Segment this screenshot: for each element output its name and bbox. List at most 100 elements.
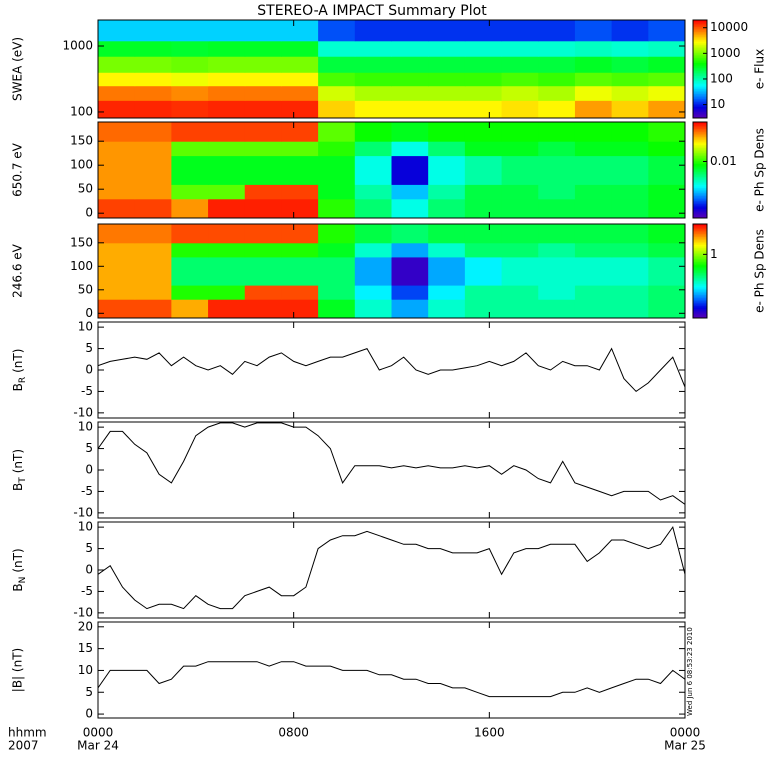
colorbar-step — [693, 182, 707, 185]
heat-cell — [611, 285, 649, 300]
colorbar-tick-label: 10000 — [710, 20, 748, 34]
colorbar-step — [693, 236, 707, 239]
y-tick-label: 0 — [85, 206, 93, 220]
heat-cell — [281, 155, 319, 185]
heat-cell — [501, 40, 539, 57]
heat-cell — [501, 122, 539, 142]
y-tick-label: 50 — [78, 182, 93, 196]
y-label-sub: N — [18, 577, 28, 584]
y-tick-label: 10 — [78, 663, 93, 677]
heat-cell — [611, 20, 649, 42]
heat-cell — [501, 198, 539, 218]
colorbar-step — [693, 242, 707, 245]
heat-cell — [208, 299, 246, 318]
heat-cell — [318, 256, 356, 286]
colorbar-step — [693, 252, 707, 255]
heat-cell — [464, 85, 503, 101]
colorbar-step — [693, 253, 707, 256]
heat-cell — [354, 56, 392, 73]
colorbar-step — [693, 299, 707, 302]
heat-cell — [281, 40, 319, 57]
colorbar-step — [693, 104, 707, 108]
colorbar-step — [693, 125, 707, 128]
colorbar-step — [693, 33, 707, 36]
colorbar-step — [693, 289, 707, 292]
heat-cell — [574, 256, 613, 286]
colorbar-step — [693, 41, 707, 44]
colorbar-step — [693, 208, 707, 211]
heat-cell — [244, 155, 282, 185]
heat-cell — [208, 20, 246, 42]
heat-cell — [281, 256, 319, 286]
heat-cell — [354, 299, 392, 318]
heat-cell — [208, 285, 246, 300]
heat-cell — [464, 299, 503, 318]
panel-0 — [98, 20, 685, 118]
colorbar-step — [693, 108, 707, 111]
data-line — [98, 347, 685, 393]
heat-cell — [611, 155, 649, 185]
colorbar-step — [693, 280, 707, 283]
colorbar-step — [693, 171, 707, 174]
heat-cell — [354, 122, 392, 142]
y-tick-label: 50 — [78, 282, 93, 296]
heat-cell — [501, 56, 539, 73]
colorbar-frame — [692, 19, 708, 119]
colorbar-step — [693, 198, 707, 201]
colorbar-step — [693, 250, 707, 253]
colorbar-step — [693, 197, 707, 200]
colorbar-tick-label: 1 — [710, 247, 718, 261]
colorbar-step — [693, 24, 707, 28]
heat-cell — [391, 224, 429, 244]
heat-cell — [428, 184, 466, 200]
heat-cell — [134, 224, 172, 244]
heat-cell — [611, 242, 649, 258]
colorbar-step — [693, 166, 707, 169]
heat-cell — [538, 299, 576, 318]
y-tick-label: 5 — [85, 541, 93, 555]
heat-cell — [318, 198, 356, 218]
y-axis-label: BT (nT) — [11, 449, 28, 491]
heat-cell — [354, 72, 392, 87]
colorbar-step — [693, 267, 707, 270]
y-tick-label: 100 — [70, 104, 93, 118]
heat-cell — [318, 122, 356, 142]
heat-cell — [208, 224, 246, 244]
heat-cell — [281, 85, 319, 101]
panel-frame — [97, 121, 686, 219]
heat-cell — [574, 224, 613, 244]
heat-cell — [208, 184, 246, 200]
date-label: Mar 25 — [664, 739, 706, 753]
heat-cell — [171, 20, 209, 42]
colorbar-step — [693, 37, 707, 41]
heat-cell — [428, 20, 466, 42]
heat-cell — [281, 122, 319, 142]
colorbar-step — [693, 31, 707, 34]
colorbar-step — [693, 75, 707, 78]
heat-cell — [464, 56, 503, 73]
colorbar-step — [693, 316, 707, 319]
colorbar-step — [693, 59, 707, 62]
colorbar-step — [693, 98, 707, 101]
y-tick-label: -5 — [81, 584, 93, 598]
y-tick-label: -5 — [81, 484, 93, 498]
colorbar-step — [693, 69, 707, 72]
heat-cell — [391, 299, 429, 318]
colorbar-step — [693, 72, 707, 75]
y-tick-label: 5 — [85, 341, 93, 355]
heat-cell — [501, 100, 539, 118]
colorbar-step — [693, 62, 707, 65]
y-tick-label: 5 — [85, 685, 93, 699]
colorbar-step — [693, 113, 707, 116]
colorbar-step — [693, 70, 707, 73]
heat-cell — [391, 141, 429, 157]
y-tick-label: 10 — [78, 520, 93, 534]
heat-cell — [281, 141, 319, 157]
panel-frame — [97, 621, 686, 719]
colorbar-step — [693, 150, 707, 153]
heat-cell — [244, 20, 282, 42]
colorbar-step — [693, 52, 707, 55]
colorbar-step — [693, 225, 707, 228]
heat-cell — [501, 141, 539, 157]
heat-cell — [354, 85, 392, 101]
